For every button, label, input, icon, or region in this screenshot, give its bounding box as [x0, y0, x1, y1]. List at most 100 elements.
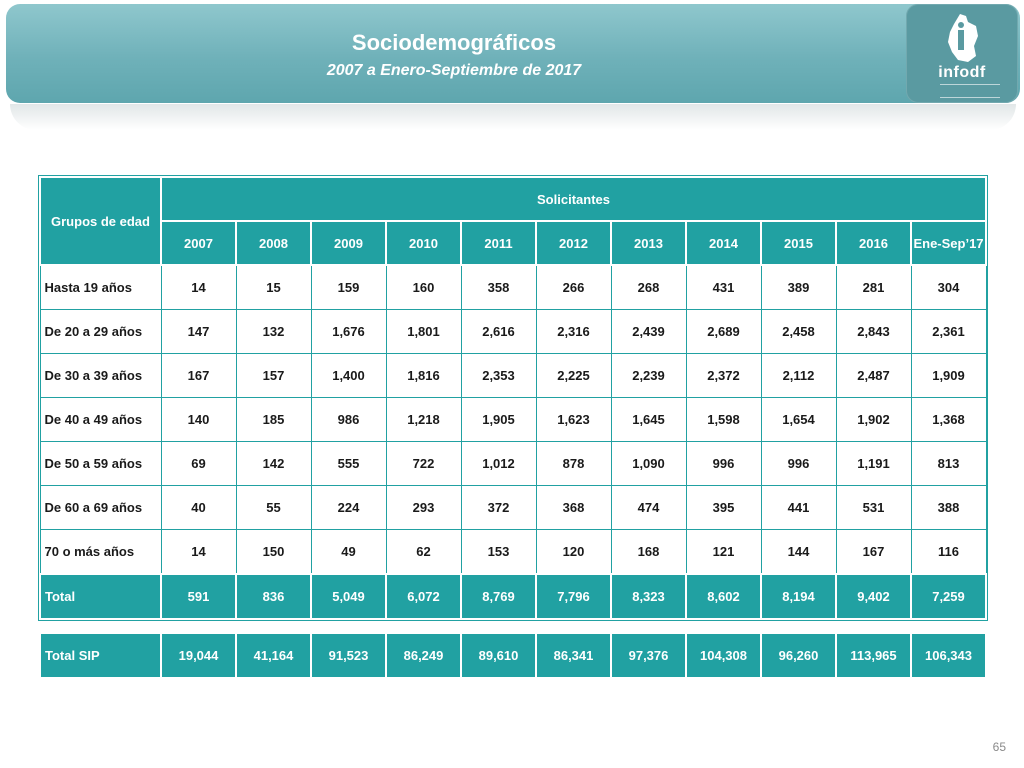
total-row-cell: 836 — [235, 573, 312, 620]
page-subtitle: 2007 a Enero-Septiembre de 2017 — [326, 62, 582, 79]
column-header: 2013 — [610, 220, 687, 266]
column-header: Ene-Sep’17 — [910, 220, 987, 266]
table-cell: 2,112 — [760, 353, 837, 398]
total-row: Total 591 836 5,049 6,072 8,769 7,796 8,323 8,60… — [39, 573, 987, 620]
table-cell: 49 — [310, 529, 387, 575]
total-sip-row-cell: 96,260 — [760, 632, 837, 679]
table-cell: 441 — [760, 485, 837, 530]
column-header: 2008 — [235, 220, 312, 266]
total-row-cell: 7,796 — [535, 573, 612, 620]
column-header: 2012 — [535, 220, 612, 266]
table-cell: 1,012 — [460, 441, 537, 486]
table-cell: 1,654 — [760, 397, 837, 442]
total-sip-row-cell: 104,308 — [685, 632, 762, 679]
total-sip-row-cell: 97,376 — [610, 632, 687, 679]
table-cell: 813 — [910, 441, 987, 486]
table-cell: 2,689 — [685, 309, 762, 354]
table-cell: 281 — [835, 264, 912, 310]
table-cell: 996 — [760, 441, 837, 486]
row-label: Hasta 19 años — [39, 264, 162, 310]
total-sip-row-label: Total SIP — [39, 632, 162, 679]
table-cell: 40 — [160, 485, 237, 530]
table-cell: 144 — [760, 529, 837, 575]
table-cell: 1,623 — [535, 397, 612, 442]
total-row-cell: 5,049 — [310, 573, 387, 620]
total-sip-row-cell: 19,044 — [160, 632, 237, 679]
table-cell: 62 — [385, 529, 462, 575]
table-cell: 2,361 — [910, 309, 987, 354]
row-label: De 50 a 59 años — [39, 441, 162, 486]
table-cell: 293 — [385, 485, 462, 530]
table-cell: 132 — [235, 309, 312, 354]
table-cell: 2,616 — [460, 309, 537, 354]
table-row: De 40 a 49 años 140 185 986 1,218 1,905 1,623 1… — [39, 397, 987, 442]
table-cell: 388 — [910, 485, 987, 530]
table-cell: 2,372 — [685, 353, 762, 398]
year-header-row: 2007 2008 2009 2010 2011 2012 2013 2014 2015 2016… — [40, 220, 987, 266]
row-label: De 30 a 39 años — [39, 353, 162, 398]
table-cell: 266 — [535, 264, 612, 310]
map-emblem-icon — [948, 14, 978, 62]
table-cell: 150 — [235, 529, 312, 575]
page-title: Sociodemográficos — [351, 30, 557, 55]
total-row-cell: 591 — [160, 573, 237, 620]
table-cell: 14 — [160, 529, 237, 575]
row-label: De 40 a 49 años — [39, 397, 162, 442]
table-cell: 358 — [460, 264, 537, 310]
table-cell: 2,843 — [835, 309, 912, 354]
table-row: 70 o más años 14 150 49 62 153 120 168 121 144 167… — [39, 529, 987, 575]
table-cell: 147 — [160, 309, 237, 354]
column-header: 2007 — [160, 220, 237, 266]
table-cell: 2,353 — [460, 353, 537, 398]
total-sip-row-cell: 113,965 — [835, 632, 912, 679]
table-cell: 722 — [385, 441, 462, 486]
table-cell: 69 — [160, 441, 237, 486]
total-sip-row-cell: 86,341 — [535, 632, 612, 679]
row-label: 70 o más años — [39, 529, 162, 575]
table-cell: 224 — [310, 485, 387, 530]
total-row-cell: 6,072 — [385, 573, 462, 620]
table-cell: 185 — [235, 397, 312, 442]
table-cell: 153 — [460, 529, 537, 575]
table-cell: 268 — [610, 264, 687, 310]
table-cell: 474 — [610, 485, 687, 530]
table-cell: 1,902 — [835, 397, 912, 442]
table-cell: 1,598 — [685, 397, 762, 442]
table-cell: 168 — [610, 529, 687, 575]
table-cell: 121 — [685, 529, 762, 575]
table-row: De 20 a 29 años 147 132 1,676 1,801 2,616 2,31… — [39, 309, 987, 354]
group-header: Solicitantes — [160, 176, 987, 222]
column-header: 2009 — [310, 220, 387, 266]
table-cell: 555 — [310, 441, 387, 486]
table-cell: 2,225 — [535, 353, 612, 398]
logo-tagline — [940, 84, 1000, 98]
table-cell: 986 — [310, 397, 387, 442]
table-cell: 1,368 — [910, 397, 987, 442]
table-cell: 531 — [835, 485, 912, 530]
row-label: De 20 a 29 años — [39, 309, 162, 354]
table-cell: 116 — [910, 529, 987, 575]
table-cell: 2,316 — [535, 309, 612, 354]
total-sip-row-cell: 106,343 — [910, 632, 987, 679]
table-cell: 2,458 — [760, 309, 837, 354]
table-cell: 14 — [160, 264, 237, 310]
total-sip-row-cell: 41,164 — [235, 632, 312, 679]
table-row: Hasta 19 años 14 15 159 160 358 266 268 431 389 28… — [39, 264, 987, 310]
total-sip-row-cell: 89,610 — [460, 632, 537, 679]
table-cell: 1,909 — [910, 353, 987, 398]
total-row-cell: 9,402 — [835, 573, 912, 620]
table-cell: 1,218 — [385, 397, 462, 442]
table-cell: 996 — [685, 441, 762, 486]
table-cell: 55 — [235, 485, 312, 530]
table-cell: 15 — [235, 264, 312, 310]
table-cell: 389 — [760, 264, 837, 310]
infodf-logo: infodf — [906, 4, 1018, 103]
table-row: De 60 a 69 años 40 55 224 293 372 368 474 395 441… — [39, 485, 987, 530]
total-sip-row: Total SIP 19,044 41,164 91,523 86,249 89,610 8… — [39, 632, 987, 679]
logo-text: infodf — [938, 64, 986, 81]
table-row: De 30 a 39 años 167 157 1,400 1,816 2,353 2,22… — [39, 353, 987, 398]
total-sip-table: Total SIP 19,044 41,164 91,523 86,249 89,610 8… — [39, 632, 987, 679]
total-row-cell: 8,323 — [610, 573, 687, 620]
table-cell: 2,439 — [610, 309, 687, 354]
sociodemographic-table: Grupos de edad Solicitantes 2007 2008 2009… — [38, 175, 988, 621]
